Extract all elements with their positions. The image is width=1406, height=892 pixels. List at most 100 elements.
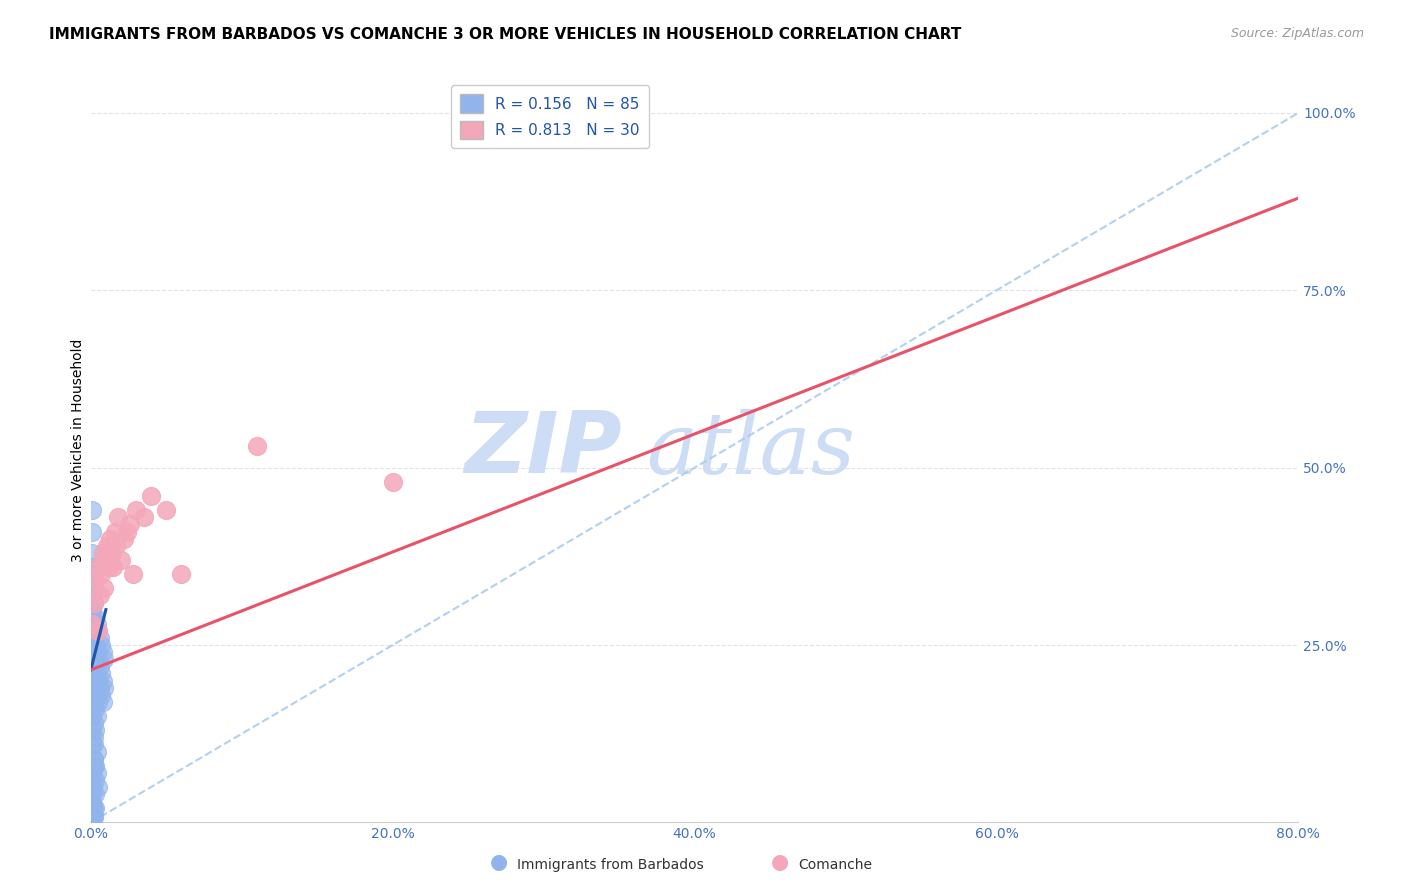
Point <box>82 681 104 695</box>
Point <box>82 780 104 794</box>
Point <box>82 797 104 812</box>
Point <box>103 560 125 574</box>
Point <box>83 652 105 666</box>
Point <box>84 702 107 716</box>
Point <box>91 695 114 709</box>
Point <box>82 772 104 787</box>
Point <box>80 638 103 652</box>
Point <box>96 539 118 553</box>
Point <box>90 567 112 582</box>
Point <box>82 624 104 638</box>
Point <box>83 800 105 814</box>
Point <box>381 475 404 489</box>
Point <box>84 723 107 738</box>
Point <box>83 809 105 823</box>
Point <box>91 546 114 560</box>
Point <box>80 815 103 830</box>
Point <box>83 716 105 731</box>
Text: IMMIGRANTS FROM BARBADOS VS COMANCHE 3 OR MORE VEHICLES IN HOUSEHOLD CORRELATION: IMMIGRANTS FROM BARBADOS VS COMANCHE 3 O… <box>49 27 962 42</box>
Point <box>87 624 110 638</box>
Point <box>83 595 105 609</box>
Point <box>170 567 193 582</box>
Point <box>86 616 108 631</box>
Text: atlas: atlas <box>647 409 855 491</box>
Point <box>82 709 104 723</box>
Point <box>83 631 105 645</box>
Point <box>82 802 104 816</box>
Point <box>105 539 128 553</box>
Point <box>100 532 122 546</box>
Point <box>118 517 141 532</box>
Point <box>90 638 112 652</box>
Point <box>83 582 105 596</box>
Point <box>82 695 104 709</box>
Point <box>80 794 103 808</box>
Point <box>82 806 104 821</box>
Text: Immigrants from Barbados: Immigrants from Barbados <box>517 858 704 872</box>
Point <box>87 624 110 638</box>
Text: Comanche: Comanche <box>799 858 873 872</box>
Point <box>82 804 104 818</box>
Legend: R = 0.156   N = 85, R = 0.813   N = 30: R = 0.156 N = 85, R = 0.813 N = 30 <box>451 85 648 148</box>
Point <box>82 666 104 681</box>
Text: ●: ● <box>772 853 789 872</box>
Point <box>97 560 120 574</box>
Point <box>93 582 115 596</box>
Point <box>104 524 127 539</box>
Point <box>83 673 105 688</box>
Point <box>89 681 111 695</box>
Point <box>82 814 104 828</box>
Point <box>86 765 108 780</box>
Point <box>94 553 117 567</box>
Point <box>82 765 104 780</box>
Point <box>93 652 115 666</box>
Point <box>82 503 104 517</box>
Point <box>89 588 111 602</box>
Point <box>84 659 107 673</box>
Point <box>84 638 107 652</box>
Point <box>91 645 114 659</box>
Point <box>82 616 104 631</box>
Point <box>83 731 105 745</box>
Point <box>82 609 104 624</box>
Point <box>84 758 107 772</box>
Point <box>82 808 104 822</box>
Point <box>82 631 104 645</box>
Text: ●: ● <box>491 853 508 872</box>
Point <box>82 688 104 702</box>
Point <box>125 503 148 517</box>
Y-axis label: 3 or more Vehicles in Household: 3 or more Vehicles in Household <box>72 338 86 562</box>
Text: Source: ZipAtlas.com: Source: ZipAtlas.com <box>1230 27 1364 40</box>
Point <box>155 503 177 517</box>
Point <box>90 666 112 681</box>
Point <box>82 652 104 666</box>
Point <box>80 709 103 723</box>
Point <box>82 560 104 574</box>
Point <box>83 751 105 765</box>
Point <box>115 524 138 539</box>
Point <box>84 787 107 801</box>
Point <box>87 780 110 794</box>
Point <box>83 738 105 752</box>
Point <box>83 595 105 609</box>
Point <box>83 810 105 824</box>
Point <box>122 567 145 582</box>
Point <box>82 574 104 589</box>
Point <box>132 510 155 524</box>
Point <box>87 652 110 666</box>
Point <box>84 609 107 624</box>
Point <box>110 553 132 567</box>
Point <box>141 489 163 503</box>
Point <box>82 659 104 673</box>
Point <box>82 738 104 752</box>
Point <box>93 681 115 695</box>
Point <box>89 659 111 673</box>
Point <box>101 546 124 560</box>
Point <box>83 751 105 765</box>
Point <box>107 510 129 524</box>
Point <box>86 688 108 702</box>
Point <box>83 695 105 709</box>
Point <box>246 439 269 453</box>
Point <box>82 546 104 560</box>
Point <box>87 673 110 688</box>
